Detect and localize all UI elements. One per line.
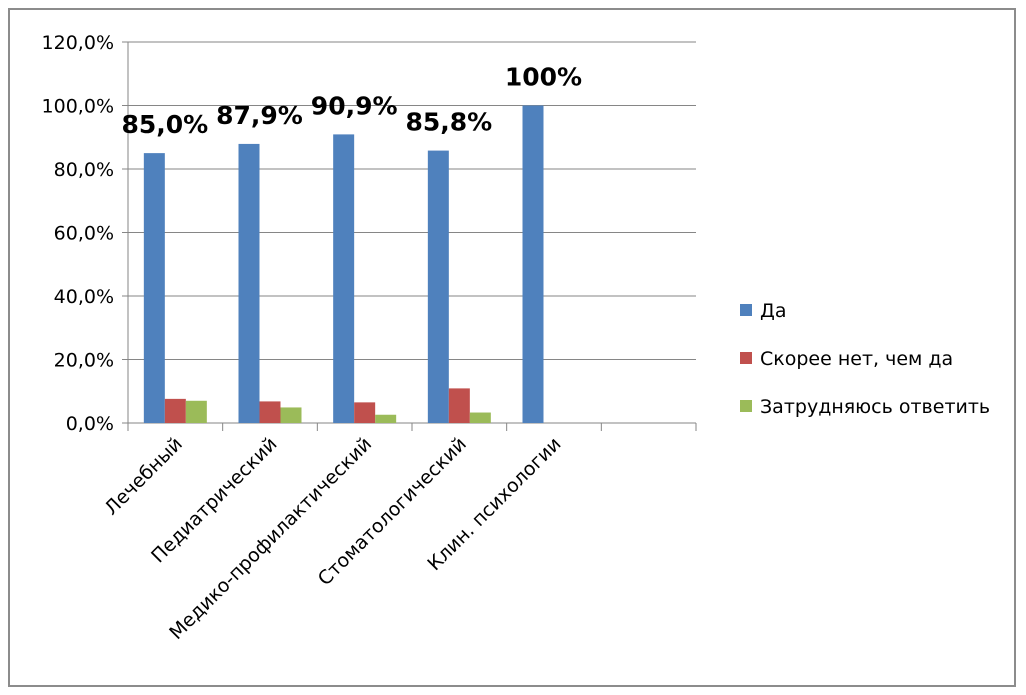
legend-swatch — [740, 400, 752, 412]
y-tick-label: 0,0% — [66, 413, 114, 435]
bar — [259, 401, 281, 423]
legend-label: Скорее нет, чем да — [760, 348, 953, 370]
bar — [448, 388, 470, 423]
bar — [143, 153, 165, 423]
legend-swatch — [740, 304, 752, 316]
gridlines — [128, 41, 696, 360]
legend-label: Затрудняюсь ответить — [760, 396, 990, 418]
x-category-label: Медико-профилактический — [165, 433, 376, 644]
bar — [354, 402, 376, 423]
bar — [522, 105, 544, 423]
y-tick-label: 80,0% — [54, 159, 114, 181]
bar — [185, 400, 207, 423]
y-tick-label: 40,0% — [54, 286, 114, 308]
y-tick-label: 20,0% — [54, 350, 114, 372]
data-label: 85,0% — [121, 110, 208, 139]
bar — [375, 414, 397, 423]
legend-swatch — [740, 352, 752, 364]
bar — [333, 134, 355, 423]
legend-label: Да — [760, 300, 787, 322]
legend: Да Скорее нет, чем да Затрудняюсь ответить — [740, 300, 990, 418]
y-tick-label: 60,0% — [54, 223, 114, 245]
x-category-label: Лечебный — [100, 433, 187, 520]
bar — [280, 407, 302, 423]
data-label: 87,9% — [216, 101, 303, 130]
data-label: 100% — [505, 63, 582, 92]
bar — [238, 143, 260, 424]
bar — [469, 412, 491, 423]
data-label: 90,9% — [311, 91, 398, 120]
data-labels: 85,0% 87,9% 90,9%85,8% 100% — [121, 63, 582, 140]
bars — [143, 105, 544, 424]
bar — [164, 398, 186, 423]
bar — [427, 150, 449, 423]
y-tick-label: 120,0% — [42, 32, 114, 54]
y-tick-label: 100,0% — [42, 96, 114, 118]
data-label: 85,8% — [405, 108, 492, 137]
chart-frame — [8, 8, 1016, 687]
